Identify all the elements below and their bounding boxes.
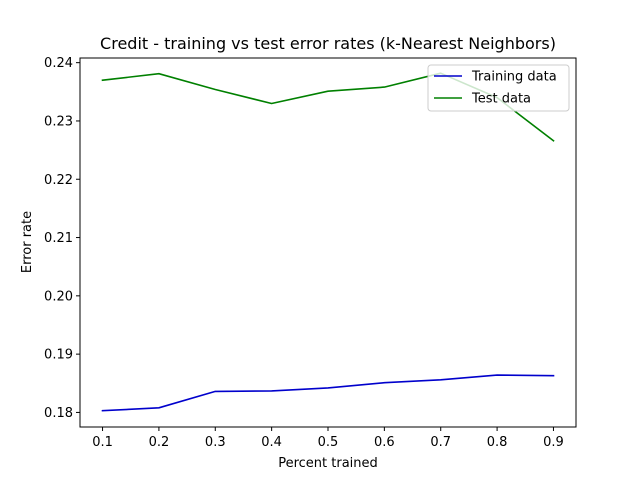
chart-title: Credit - training vs test error rates (k… [100, 34, 556, 53]
y-tick-label: 0.18 [44, 406, 73, 421]
x-axis-ticks: 0.1 0.2 0.3 0.4 0.5 0.6 0.7 0.8 0.9 [92, 427, 564, 450]
x-tick-label: 0.8 [487, 435, 508, 450]
x-tick-label: 0.6 [374, 435, 395, 450]
x-tick-label: 0.4 [261, 435, 282, 450]
plot-area [79, 57, 577, 428]
x-tick-label: 0.7 [430, 435, 451, 450]
y-tick-label: 0.21 [44, 231, 73, 246]
x-tick-label: 0.1 [92, 435, 113, 450]
series-line-training-data [101, 374, 555, 412]
y-tick-label: 0.22 [44, 173, 73, 188]
legend-label-training-data: Training data [471, 70, 557, 85]
legend-box [427, 64, 570, 112]
y-tick-label: 0.23 [44, 114, 73, 129]
y-tick-label: 0.24 [44, 56, 73, 71]
legend: Training data Test data [427, 64, 570, 112]
x-tick-label: 0.9 [543, 435, 564, 450]
y-axis-label: Error rate [20, 211, 35, 273]
x-tick-label: 0.3 [205, 435, 226, 450]
legend-label-test-data: Test data [471, 92, 531, 107]
x-tick-label: 0.5 [318, 435, 339, 450]
plot-frame [79, 57, 577, 428]
y-tick-label: 0.20 [44, 289, 73, 304]
x-tick-label: 0.2 [149, 435, 170, 450]
x-axis-label: Percent trained [278, 456, 378, 471]
y-axis-ticks: 0.18 0.19 0.20 0.21 0.22 0.23 0.24 [44, 56, 80, 421]
y-tick-label: 0.19 [44, 348, 73, 363]
